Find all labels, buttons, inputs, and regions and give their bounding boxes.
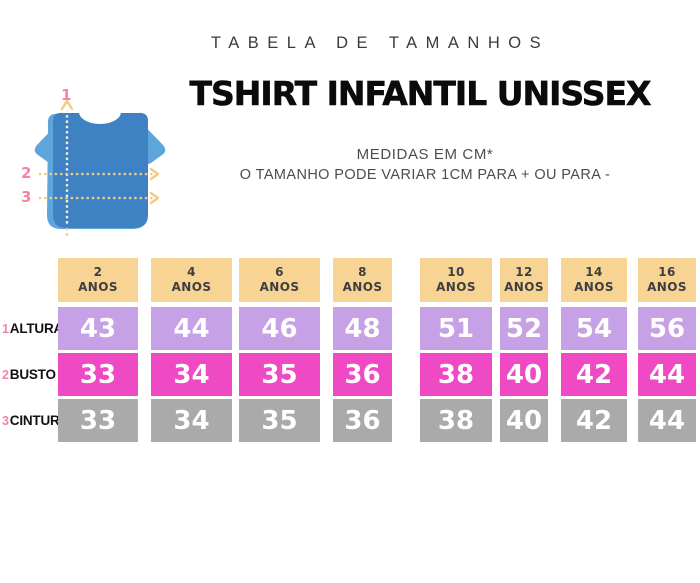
cintura-6-anos: 35	[239, 399, 320, 442]
col-header-num: 6	[275, 265, 284, 279]
diagram-marker-1: 1	[61, 86, 72, 104]
busto-6-anos: 35	[239, 353, 320, 396]
col-header-num: 8	[358, 265, 367, 279]
table-header-row: 2 ANOS 4 ANOS 6 ANOS 8 ANOS 10 ANOS 12 A…	[0, 258, 696, 302]
col-header-6-anos: 6 ANOS	[239, 258, 320, 302]
col-header-word: ANOS	[647, 280, 687, 294]
busto-2-anos: 33	[58, 353, 138, 396]
row-marker: 3	[2, 413, 9, 428]
altura-2-anos: 43	[58, 307, 138, 350]
arrow-up-1	[60, 99, 74, 111]
tshirt-measurement-diagram: 1 2 3	[18, 86, 178, 251]
col-header-word: ANOS	[259, 280, 300, 294]
page-title: TSHIRT INFANTIL UNISSEX	[189, 74, 652, 114]
col-header-num: 2	[93, 265, 103, 279]
altura-16-anos: 56	[638, 307, 696, 350]
col-header-num: 12	[515, 265, 533, 279]
unit-note: MEDIDAS EM CM*	[356, 146, 494, 163]
cintura-12-anos: 40	[500, 399, 548, 442]
col-header-num: 14	[585, 265, 603, 279]
col-header-word: ANOS	[574, 280, 614, 294]
col-header-4-anos: 4 ANOS	[151, 258, 232, 302]
col-header-16-anos: 16 ANOS	[638, 258, 696, 302]
table-row-altura: 1 ALTURA 43 44 46 48 51 52 54 56	[0, 307, 696, 350]
arrow-right-2	[149, 167, 160, 181]
altura-4-anos: 44	[151, 307, 232, 350]
diagram-marker-2: 2	[21, 164, 32, 182]
col-header-word: ANOS	[342, 280, 383, 294]
col-header-word: ANOS	[78, 280, 118, 294]
altura-10-anos: 51	[420, 307, 492, 350]
col-header-8-anos: 8 ANOS	[333, 258, 392, 302]
busto-12-anos: 40	[500, 353, 548, 396]
col-header-12-anos: 12 ANOS	[500, 258, 548, 302]
diagram-marker-3: 3	[21, 188, 32, 206]
tshirt-collar	[79, 100, 121, 124]
cintura-10-anos: 38	[420, 399, 492, 442]
altura-14-anos: 54	[561, 307, 627, 350]
arrow-right-3	[149, 191, 160, 205]
col-header-word: ANOS	[504, 280, 544, 294]
row-label-altura: 1 ALTURA	[0, 307, 63, 350]
row-label-cintura: 3 CINTURA	[0, 399, 69, 442]
busto-10-anos: 38	[420, 353, 492, 396]
cintura-8-anos: 36	[333, 399, 392, 442]
table-row-cintura: 3 CINTURA 33 34 35 36 38 40 42 44	[0, 399, 696, 442]
row-marker: 1	[2, 321, 9, 336]
col-header-14-anos: 14 ANOS	[561, 258, 627, 302]
col-header-10-anos: 10 ANOS	[420, 258, 492, 302]
col-header-num: 10	[447, 265, 465, 279]
col-header-2-anos: 2 ANOS	[58, 258, 138, 302]
busto-16-anos: 44	[638, 353, 696, 396]
busto-4-anos: 34	[151, 353, 232, 396]
altura-8-anos: 48	[333, 307, 392, 350]
col-header-num: 16	[658, 265, 676, 279]
row-label-text: CINTURA	[9, 413, 70, 428]
altura-12-anos: 52	[500, 307, 548, 350]
tshirt-icon	[34, 99, 166, 241]
altura-6-anos: 46	[239, 307, 320, 350]
col-header-word: ANOS	[171, 280, 212, 294]
cintura-2-anos: 33	[58, 399, 138, 442]
col-header-word: ANOS	[436, 280, 476, 294]
row-marker: 2	[2, 367, 9, 382]
busto-8-anos: 36	[333, 353, 392, 396]
tolerance-note: O TAMANHO PODE VARIAR 1CM PARA + OU PARA…	[239, 167, 611, 183]
row-label-text: ALTURA	[9, 321, 64, 336]
cintura-16-anos: 44	[638, 399, 696, 442]
cintura-4-anos: 34	[151, 399, 232, 442]
busto-14-anos: 42	[561, 353, 627, 396]
cintura-14-anos: 42	[561, 399, 627, 442]
row-label-text: BUSTO	[9, 367, 56, 382]
table-corner-spacer	[0, 258, 58, 302]
eyebrow-title: TABELA DE TAMANHOS	[210, 34, 550, 52]
table-row-busto: 2 BUSTO 33 34 35 36 38 40 42 44	[0, 353, 696, 396]
col-header-num: 4	[187, 265, 196, 279]
row-label-busto: 2 BUSTO	[0, 353, 58, 396]
